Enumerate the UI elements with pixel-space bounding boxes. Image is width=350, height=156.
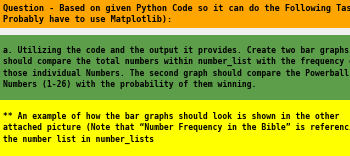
Bar <box>0 0 350 28</box>
Bar <box>0 35 350 100</box>
Bar <box>0 100 350 156</box>
Text: ** An example of how the bar graphs should look is shown in the other
attached p: ** An example of how the bar graphs shou… <box>3 112 350 144</box>
Text: Question - Based on given Python Code so it can do the Following Task (Will
Prob: Question - Based on given Python Code so… <box>3 4 350 24</box>
Text: a. Utilizing the code and the output it provides. Create two bar graphs. One
sho: a. Utilizing the code and the output it … <box>3 46 350 89</box>
